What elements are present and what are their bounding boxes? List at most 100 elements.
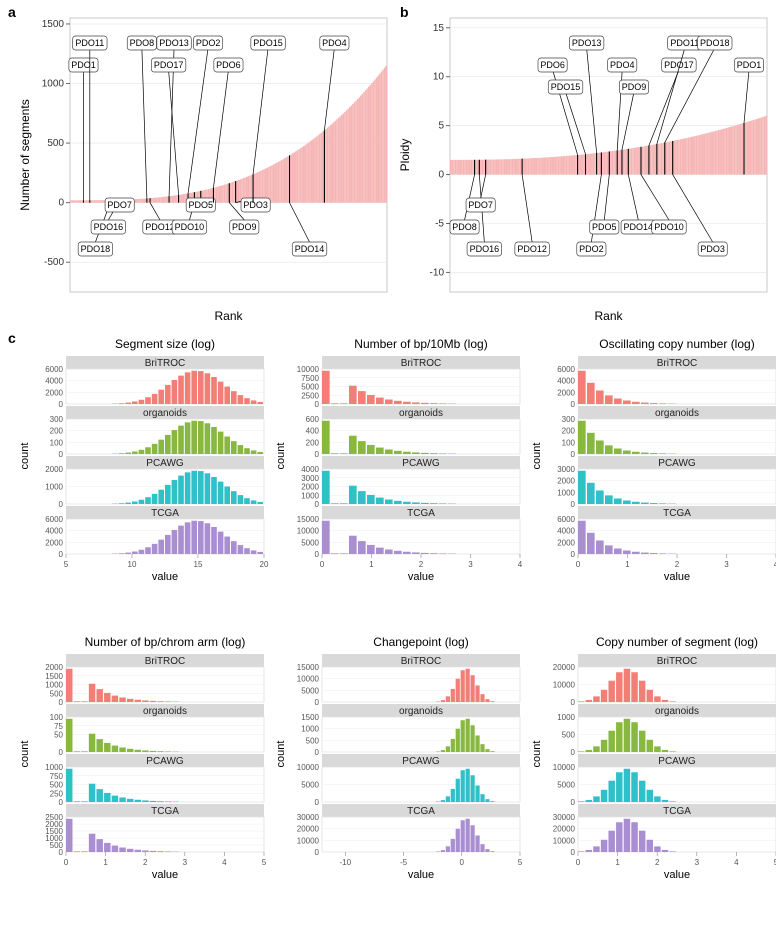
svg-text:count: count (275, 741, 287, 768)
svg-text:1000: 1000 (45, 763, 63, 772)
svg-text:4000: 4000 (45, 527, 63, 536)
svg-text:4: 4 (222, 858, 227, 867)
svg-text:PDO4: PDO4 (610, 60, 635, 70)
svg-text:2000: 2000 (557, 477, 575, 486)
svg-text:2: 2 (143, 858, 148, 867)
svg-text:20000: 20000 (553, 663, 576, 672)
svg-text:PDO9: PDO9 (232, 222, 257, 232)
svg-text:7500: 7500 (301, 374, 319, 383)
svg-text:organoids: organoids (143, 408, 187, 419)
svg-text:75: 75 (54, 722, 63, 731)
svg-text:0: 0 (315, 748, 320, 757)
svg-text:2000: 2000 (45, 663, 63, 672)
svg-text:organoids: organoids (655, 408, 699, 419)
svg-text:PDO10: PDO10 (175, 222, 205, 232)
svg-text:1000: 1000 (45, 483, 63, 492)
svg-text:Number of bp/10Mb (log): Number of bp/10Mb (log) (354, 337, 487, 351)
svg-text:TCGA: TCGA (663, 508, 691, 519)
svg-text:Copy number of segment (log): Copy number of segment (log) (596, 635, 758, 649)
svg-text:10: 10 (128, 560, 137, 569)
svg-text:500: 500 (47, 138, 64, 149)
svg-text:500: 500 (562, 731, 576, 740)
svg-text:300: 300 (562, 415, 576, 424)
svg-text:PCAWG: PCAWG (402, 458, 440, 469)
svg-text:1500: 1500 (301, 713, 319, 722)
svg-text:PCAWG: PCAWG (146, 458, 184, 469)
svg-text:0: 0 (571, 550, 576, 559)
svg-text:0: 0 (64, 858, 69, 867)
svg-text:100: 100 (50, 713, 64, 722)
svg-text:PDO15: PDO15 (253, 38, 283, 48)
histogram-grid: Segment size (log)BriTROC0200040006000or… (0, 330, 776, 930)
svg-text:-10: -10 (430, 267, 445, 278)
svg-text:Segment size (log): Segment size (log) (115, 337, 215, 351)
svg-text:1000: 1000 (301, 491, 319, 500)
svg-text:count: count (19, 741, 31, 768)
svg-text:PDO8: PDO8 (130, 38, 155, 48)
svg-text:0: 0 (59, 550, 64, 559)
svg-text:0: 0 (571, 748, 576, 757)
svg-text:0: 0 (315, 450, 320, 459)
svg-text:Changepoint (log): Changepoint (log) (373, 635, 468, 649)
svg-text:PDO5: PDO5 (592, 222, 617, 232)
svg-text:0: 0 (571, 798, 576, 807)
svg-text:2: 2 (675, 560, 680, 569)
svg-text:2500: 2500 (301, 391, 319, 400)
svg-text:5000: 5000 (301, 538, 319, 547)
svg-text:0: 0 (460, 858, 465, 867)
svg-text:PDO14: PDO14 (624, 222, 654, 232)
svg-text:Oscillating copy number (log): Oscillating copy number (log) (599, 337, 754, 351)
svg-text:-10: -10 (340, 858, 352, 867)
svg-text:0: 0 (320, 560, 325, 569)
svg-text:0: 0 (59, 400, 64, 409)
svg-text:500: 500 (306, 736, 320, 745)
svg-text:100: 100 (50, 438, 64, 447)
svg-text:10000: 10000 (297, 763, 320, 772)
svg-text:6000: 6000 (45, 365, 63, 374)
svg-text:0: 0 (315, 400, 320, 409)
svg-text:3: 3 (183, 858, 188, 867)
svg-text:PDO18: PDO18 (81, 244, 111, 254)
svg-text:20: 20 (260, 560, 269, 569)
svg-text:3: 3 (724, 560, 729, 569)
svg-text:0: 0 (571, 400, 576, 409)
svg-text:10000: 10000 (553, 681, 576, 690)
svg-text:0: 0 (571, 698, 576, 707)
svg-text:count: count (19, 443, 31, 470)
svg-text:30000: 30000 (297, 813, 320, 822)
svg-text:200: 200 (306, 438, 320, 447)
svg-text:PDO1: PDO1 (737, 60, 762, 70)
number-of-segments-chart: -500050010001500PDO1PDO11PDO18PDO16PDO7P… (15, 6, 395, 326)
svg-text:0: 0 (315, 500, 320, 509)
svg-text:5000: 5000 (557, 781, 575, 790)
svg-text:Ploidy: Ploidy (398, 139, 412, 172)
svg-text:PDO10: PDO10 (654, 222, 684, 232)
svg-text:6000: 6000 (557, 515, 575, 524)
svg-text:1000: 1000 (45, 681, 63, 690)
svg-text:value: value (152, 869, 178, 881)
svg-text:PDO12: PDO12 (517, 244, 547, 254)
svg-text:15000: 15000 (297, 663, 320, 672)
svg-text:organoids: organoids (399, 706, 443, 717)
svg-text:0: 0 (315, 798, 320, 807)
svg-text:organoids: organoids (399, 408, 443, 419)
svg-text:10000: 10000 (553, 836, 576, 845)
svg-text:1: 1 (625, 560, 630, 569)
svg-text:10000: 10000 (297, 675, 320, 684)
svg-text:5: 5 (262, 858, 267, 867)
svg-text:1: 1 (369, 560, 374, 569)
svg-text:organoids: organoids (143, 706, 187, 717)
svg-text:1: 1 (103, 858, 108, 867)
svg-text:0: 0 (59, 500, 64, 509)
svg-text:PDO7: PDO7 (107, 200, 132, 210)
svg-text:-5: -5 (400, 858, 408, 867)
svg-text:BriTROC: BriTROC (401, 656, 442, 667)
svg-text:0: 0 (315, 848, 320, 857)
svg-text:5000: 5000 (301, 686, 319, 695)
svg-text:500: 500 (50, 781, 64, 790)
svg-text:6000: 6000 (557, 365, 575, 374)
svg-text:4000: 4000 (301, 465, 319, 474)
svg-text:20000: 20000 (553, 825, 576, 834)
svg-text:BriTROC: BriTROC (401, 358, 442, 369)
svg-text:10000: 10000 (297, 365, 320, 374)
